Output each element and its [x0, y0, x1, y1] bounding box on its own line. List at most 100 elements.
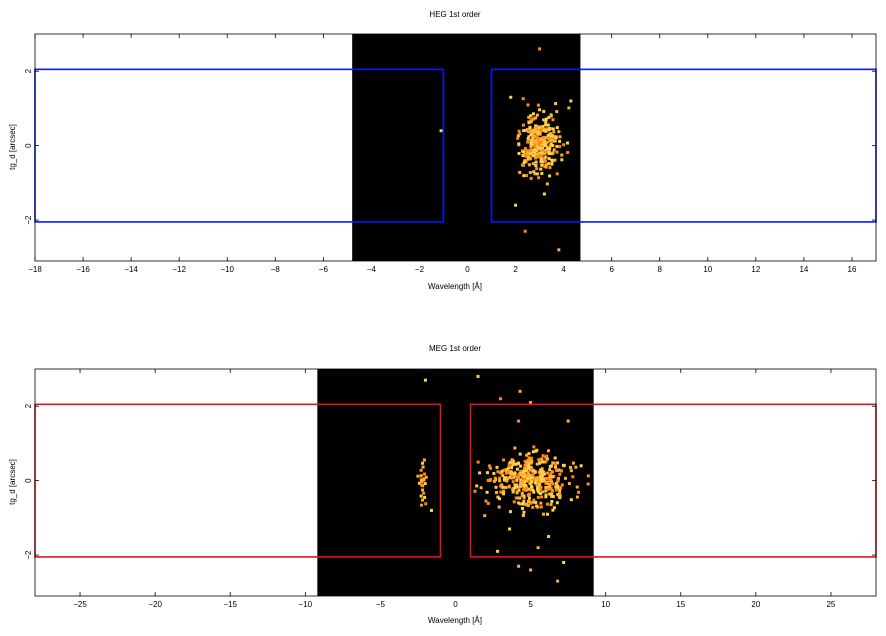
- meg-event-pixel: [551, 508, 555, 512]
- meg-event-pixel: [514, 484, 518, 488]
- heg-event-pixel: [533, 127, 537, 131]
- meg-event-pixel: [557, 493, 561, 497]
- heg-event-pixel: [548, 166, 552, 170]
- meg-event-pixel: [492, 479, 496, 483]
- heg-event-pixel: [529, 118, 533, 122]
- meg-event-pixel: [530, 467, 534, 471]
- heg-event-pixel: [525, 149, 529, 153]
- meg-event-pixel: [423, 378, 427, 382]
- heg-event-pixel: [549, 132, 553, 136]
- meg-event-pixel: [485, 490, 489, 494]
- heg-event-pixel: [522, 150, 526, 154]
- meg-event-pixel: [551, 461, 555, 465]
- heg-event-pixel: [541, 124, 545, 128]
- meg-event-pixel: [550, 492, 554, 496]
- meg-event-pixel: [556, 579, 560, 583]
- meg-event-pixel: [544, 456, 548, 460]
- meg-x-tick-label: 15: [676, 600, 685, 609]
- meg-event-pixel: [517, 419, 521, 423]
- heg-event-pixel: [560, 158, 564, 162]
- heg-event-pixel: [522, 160, 526, 164]
- meg-event-pixel: [499, 484, 503, 488]
- meg-event-pixel: [510, 474, 514, 478]
- meg-event-pixel: [422, 478, 426, 482]
- heg-event-pixel: [539, 167, 543, 171]
- meg-event-pixel: [523, 472, 527, 476]
- heg-event-pixel: [555, 110, 559, 114]
- meg-event-pixel: [549, 477, 553, 481]
- heg-event-pixel: [536, 147, 540, 151]
- meg-event-pixel: [506, 466, 510, 470]
- meg-event-pixel: [532, 498, 536, 502]
- heg-event-pixel: [521, 154, 525, 158]
- meg-event-pixel: [417, 481, 421, 485]
- meg-event-pixel: [537, 482, 541, 486]
- meg-event-pixel: [422, 458, 426, 462]
- meg-event-pixel: [562, 561, 566, 565]
- meg-event-pixel: [500, 472, 504, 476]
- meg-event-pixel: [517, 496, 521, 500]
- meg-event-pixel: [525, 461, 529, 465]
- meg-event-pixel: [522, 482, 526, 486]
- heg-event-pixel: [538, 137, 542, 141]
- meg-event-pixel: [544, 489, 548, 493]
- meg-event-pixel: [421, 461, 425, 465]
- meg-event-pixel: [523, 477, 527, 481]
- meg-event-pixel: [540, 457, 544, 461]
- meg-event-pixel: [493, 476, 497, 480]
- meg-x-tick-label: 0: [453, 600, 458, 609]
- heg-event-pixel: [536, 152, 540, 156]
- meg-event-pixel: [586, 474, 590, 478]
- meg-event-pixel: [497, 476, 501, 480]
- meg-event-pixel: [553, 456, 557, 460]
- meg-event-pixel: [510, 472, 514, 476]
- meg-event-pixel: [524, 469, 528, 473]
- heg-event-pixel: [539, 154, 543, 158]
- heg-event-pixel: [548, 174, 552, 178]
- heg-event-pixel: [526, 103, 530, 107]
- meg-event-pixel: [496, 495, 500, 499]
- meg-event-pixel: [489, 478, 493, 482]
- meg-event-pixel: [546, 487, 550, 491]
- meg-event-pixel: [566, 419, 570, 423]
- heg-event-pixel: [535, 113, 539, 117]
- meg-event-pixel: [507, 462, 511, 466]
- heg-event-pixel: [530, 143, 534, 147]
- heg-event-pixel: [533, 143, 537, 147]
- meg-event-pixel: [538, 461, 542, 465]
- heg-event-pixel: [521, 123, 525, 127]
- meg-event-pixel: [551, 495, 555, 499]
- meg-event-pixel: [522, 496, 526, 500]
- heg-events: [439, 47, 573, 252]
- heg-event-pixel: [537, 139, 541, 143]
- heg-event-pixel: [537, 155, 541, 159]
- heg-event-pixel: [526, 151, 530, 155]
- heg-event-pixel: [536, 130, 540, 134]
- heg-event-pixel: [530, 153, 534, 157]
- heg-event-pixel: [534, 140, 538, 144]
- heg-event-pixel: [543, 144, 547, 148]
- heg-event-pixel: [532, 112, 536, 116]
- meg-event-pixel: [522, 494, 526, 498]
- meg-event-pixel: [510, 476, 514, 480]
- heg-event-pixel: [534, 164, 538, 168]
- meg-event-pixel: [539, 501, 543, 505]
- meg-event-pixel: [545, 512, 549, 516]
- meg-event-pixel: [478, 471, 482, 475]
- meg-event-pixel: [511, 487, 515, 491]
- meg-event-pixel: [514, 496, 518, 500]
- meg-event-pixel: [556, 486, 560, 490]
- heg-event-pixel: [551, 144, 555, 148]
- meg-event-pixel: [533, 477, 537, 481]
- meg-event-pixel: [548, 468, 552, 472]
- meg-event-pixel: [520, 506, 524, 510]
- heg-event-pixel: [537, 142, 541, 146]
- meg-event-pixel: [537, 480, 541, 484]
- heg-x-tick-label: 4: [561, 265, 566, 274]
- meg-y-axis-label: tg_d [arcsec]: [8, 459, 17, 505]
- heg-event-pixel: [527, 121, 531, 125]
- meg-event-pixel: [546, 471, 550, 475]
- heg-event-pixel: [555, 144, 559, 148]
- heg-event-pixel: [558, 145, 562, 149]
- meg-event-pixel: [476, 374, 480, 378]
